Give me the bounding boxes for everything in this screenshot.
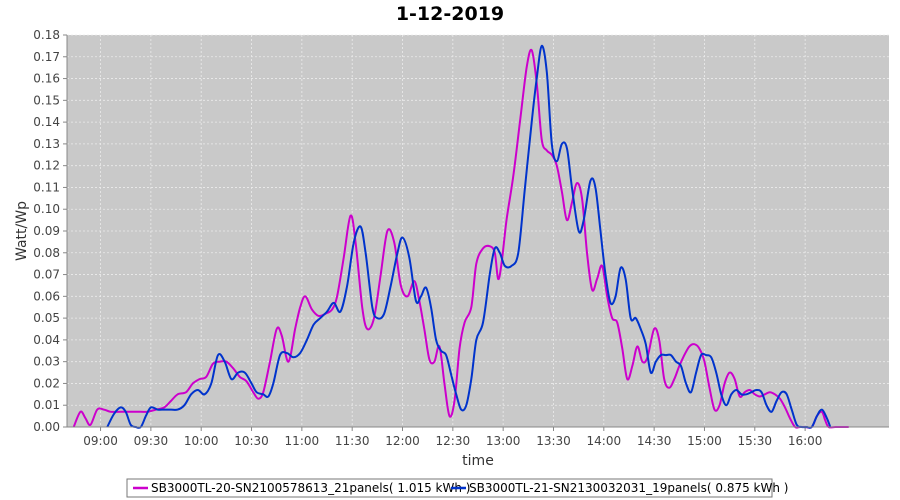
x-tick-label: 10:00 (184, 434, 219, 448)
legend-label: SB3000TL-21-SN2130032031_19panels( 0.875… (469, 481, 788, 495)
x-tick-label: 09:00 (83, 434, 118, 448)
y-tick-label: 0.10 (33, 202, 60, 216)
y-tick-label: 0.05 (33, 311, 60, 325)
x-tick-label: 15:30 (737, 434, 772, 448)
x-tick-label: 11:30 (335, 434, 370, 448)
legend: SB3000TL-20-SN2100578613_21panels( 1.015… (126, 478, 788, 498)
y-tick-label: 0.06 (33, 289, 60, 303)
y-axis-ticks: 0.00 0.01 0.02 0.03 0.04 0.05 0.06 0.07 0.08 0.09… (33, 28, 67, 434)
y-tick-label: 0.17 (33, 50, 60, 64)
x-tick-label: 10:30 (234, 434, 269, 448)
y-tick-label: 0.03 (33, 355, 60, 369)
plot-area (67, 35, 889, 427)
y-tick-label: 0.16 (33, 72, 60, 86)
x-tick-label: 09:30 (134, 434, 169, 448)
y-tick-label: 0.08 (33, 246, 60, 260)
x-tick-label: 13:00 (486, 434, 521, 448)
y-tick-label: 0.12 (33, 159, 60, 173)
series-line-2 (106, 44, 832, 429)
y-tick-label: 0.15 (33, 93, 60, 107)
y-tick-label: 0.07 (33, 268, 60, 282)
y-tick-label: 0.00 (33, 420, 60, 434)
series-layer (72, 44, 849, 429)
chart-title: 1-12-2019 (396, 3, 504, 25)
y-tick-label: 0.18 (33, 28, 60, 42)
x-tick-label: 12:00 (385, 434, 420, 448)
x-tick-label: 16:00 (788, 434, 823, 448)
gridlines (67, 34, 889, 428)
x-axis-ticks: 09:00 09:30 10:00 10:30 11:00 11:30 12:00 12:30… (83, 427, 822, 448)
y-tick-label: 0.02 (33, 376, 60, 390)
y-axis-label: Watt/Wp (14, 201, 30, 261)
x-tick-label: 14:30 (637, 434, 672, 448)
legend-label: SB3000TL-20-SN2100578613_21panels( 1.015… (151, 481, 470, 495)
x-axis-label: time (462, 453, 494, 469)
y-tick-label: 0.13 (33, 137, 60, 151)
y-tick-label: 0.09 (33, 224, 60, 238)
x-tick-label: 12:30 (436, 434, 471, 448)
x-tick-label: 13:30 (536, 434, 571, 448)
y-tick-label: 0.11 (33, 180, 60, 194)
y-tick-label: 0.14 (33, 115, 60, 129)
x-tick-label: 11:00 (285, 434, 320, 448)
x-tick-label: 15:00 (687, 434, 722, 448)
y-tick-label: 0.01 (33, 398, 60, 412)
legend-box (126, 478, 773, 498)
x-tick-label: 14:00 (587, 434, 622, 448)
y-tick-label: 0.04 (33, 333, 60, 347)
